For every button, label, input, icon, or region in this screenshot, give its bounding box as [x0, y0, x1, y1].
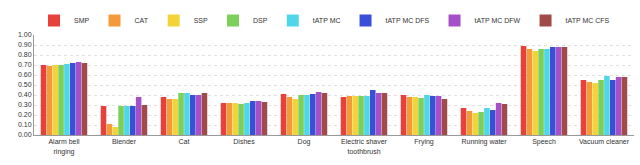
- svg-text:Dishes: Dishes: [233, 138, 255, 145]
- svg-text:Electric shavertoothbrush: Electric shavertoothbrush: [341, 138, 388, 154]
- svg-text:0.70: 0.70: [18, 61, 32, 68]
- svg-text:tATP MC DFW: tATP MC DFW: [475, 17, 521, 24]
- svg-text:tATP MC CFS: tATP MC CFS: [566, 17, 610, 24]
- svg-text:Frying: Frying: [414, 138, 434, 146]
- svg-text:1.00: 1.00: [18, 31, 32, 38]
- svg-text:0.40: 0.40: [18, 91, 32, 98]
- svg-text:Speech: Speech: [532, 138, 556, 146]
- svg-text:0.20: 0.20: [18, 111, 32, 118]
- svg-text:0.90: 0.90: [18, 41, 32, 48]
- svg-text:Dog: Dog: [298, 138, 311, 146]
- svg-text:0.30: 0.30: [18, 101, 32, 108]
- svg-text:Alarm bellringing: Alarm bellringing: [48, 138, 80, 155]
- svg-text:0.50: 0.50: [18, 81, 32, 88]
- svg-text:0.00: 0.00: [18, 131, 32, 138]
- svg-text:0.60: 0.60: [18, 71, 32, 78]
- svg-text:tATP MC DFS: tATP MC DFS: [386, 17, 430, 24]
- svg-text:SMP: SMP: [74, 17, 90, 24]
- svg-text:DSP: DSP: [253, 17, 268, 24]
- svg-text:Blender: Blender: [112, 138, 137, 145]
- svg-text:0.10: 0.10: [18, 121, 32, 128]
- svg-text:SSP: SSP: [194, 17, 208, 24]
- svg-text:Vacuum cleaner: Vacuum cleaner: [579, 138, 630, 145]
- svg-text:CAT: CAT: [135, 17, 149, 24]
- svg-text:Running water: Running water: [461, 138, 507, 146]
- svg-text:0.80: 0.80: [18, 51, 32, 58]
- svg-text:tATP MC: tATP MC: [313, 17, 341, 24]
- svg-text:Cat: Cat: [179, 138, 190, 145]
